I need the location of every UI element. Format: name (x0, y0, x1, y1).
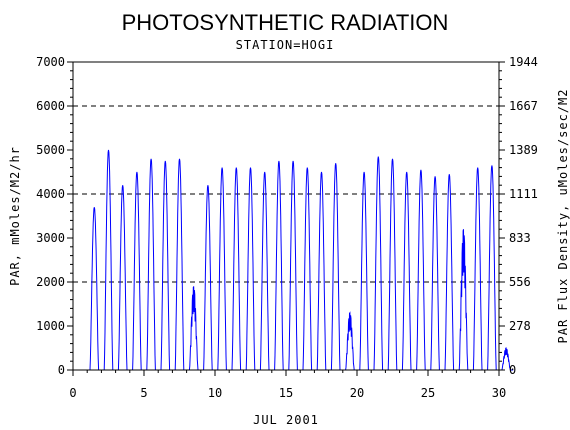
y-tick-label: 3000 (36, 231, 65, 245)
y2-tick-label: 1667 (509, 99, 538, 113)
x-tick-label: 10 (208, 386, 222, 400)
y-tick-label: 7000 (36, 55, 65, 69)
y2-tick-label: 1389 (509, 143, 538, 157)
x-tick-label: 25 (421, 386, 435, 400)
y-tick-label: 1000 (36, 319, 65, 333)
x-tick-label: 15 (279, 386, 293, 400)
y-tick-label: 4000 (36, 187, 65, 201)
y2-tick-label: 278 (509, 319, 531, 333)
x-axis-label: JUL 2001 (253, 413, 319, 427)
x-tick-label: 0 (69, 386, 76, 400)
y-tick-label: 6000 (36, 99, 65, 113)
y-tick-label: 2000 (36, 275, 65, 289)
y2-axis-label: PAR Flux Density, uMoles/sec/M2 (556, 89, 570, 344)
x-tick-label: 30 (492, 386, 506, 400)
gridlines (73, 105, 499, 283)
y2-tick-label: 556 (509, 275, 531, 289)
y2-tick-label: 833 (509, 231, 531, 245)
y-axis-right: 0 278 556 833 1111 1389 1667 1944 (499, 55, 538, 377)
chart-subtitle: STATION=HOGI (236, 38, 335, 52)
y2-tick-label: 1111 (509, 187, 538, 201)
series-line-par (87, 149, 514, 371)
y-tick-label: 5000 (36, 143, 65, 157)
x-axis: 0 5 10 15 20 25 30 (69, 370, 506, 400)
y-tick-label: 0 (58, 363, 65, 377)
y-axis-label: PAR, mMoles/M2/hr (8, 146, 22, 286)
plot-frame (72, 61, 500, 371)
y-axis-left: 0 1000 2000 3000 4000 5000 6000 7000 (36, 55, 73, 377)
y2-tick-label: 0 (509, 363, 516, 377)
y2-tick-label: 1944 (509, 55, 538, 69)
x-tick-label: 20 (350, 386, 364, 400)
x-tick-label: 5 (140, 386, 147, 400)
chart-title: PHOTOSYNTHETIC RADIATION (122, 10, 449, 35)
